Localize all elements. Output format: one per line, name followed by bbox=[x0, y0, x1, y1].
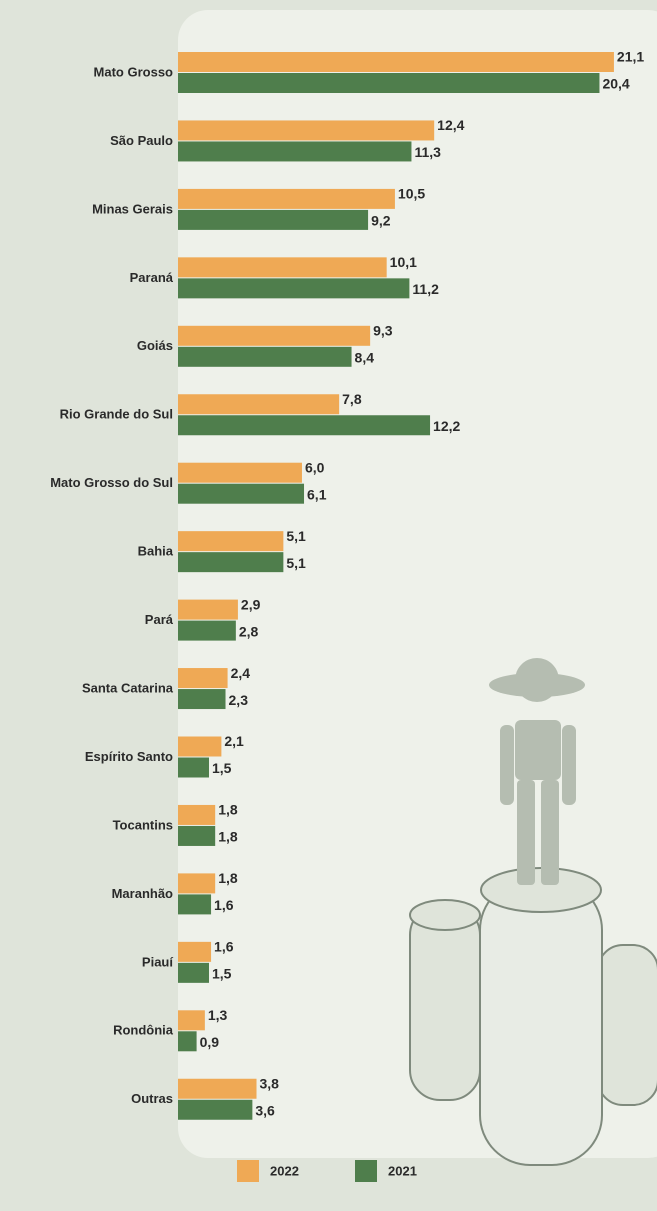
legend-swatch bbox=[237, 1160, 259, 1182]
value-label: 1,5 bbox=[212, 760, 232, 776]
category-label: Mato Grosso bbox=[94, 64, 174, 79]
bar bbox=[178, 894, 211, 914]
category-label: São Paulo bbox=[110, 133, 173, 148]
bar bbox=[178, 737, 221, 757]
value-label: 6,1 bbox=[307, 486, 327, 502]
category-label: Mato Grosso do Sul bbox=[50, 475, 173, 490]
bar bbox=[178, 210, 368, 230]
category-label: Goiás bbox=[137, 338, 173, 353]
value-label: 8,4 bbox=[355, 350, 375, 366]
bar bbox=[178, 120, 434, 140]
bar bbox=[178, 257, 387, 277]
bar bbox=[178, 278, 409, 298]
bar bbox=[178, 942, 211, 962]
value-label: 10,5 bbox=[398, 186, 425, 202]
value-label: 1,3 bbox=[208, 1007, 228, 1023]
category-label: Paraná bbox=[130, 270, 174, 285]
bar bbox=[178, 394, 339, 414]
bar bbox=[178, 826, 215, 846]
bar bbox=[178, 1010, 205, 1030]
bar bbox=[178, 689, 226, 709]
value-label: 9,2 bbox=[371, 213, 391, 229]
category-label: Rondônia bbox=[113, 1023, 174, 1038]
bar bbox=[178, 1079, 257, 1099]
category-label: Espírito Santo bbox=[85, 749, 173, 764]
legend-swatch bbox=[355, 1160, 377, 1182]
bar bbox=[178, 73, 599, 93]
value-label: 1,8 bbox=[218, 829, 238, 845]
bar bbox=[178, 415, 430, 435]
bar bbox=[178, 758, 209, 778]
category-label: Rio Grande do Sul bbox=[60, 407, 173, 422]
value-label: 3,8 bbox=[260, 1075, 280, 1091]
value-label: 7,8 bbox=[342, 391, 362, 407]
bar bbox=[178, 1031, 197, 1051]
bar bbox=[178, 141, 411, 161]
bar bbox=[178, 600, 238, 620]
chart: Mato Grosso 21,1 20,4 São Paulo 12,4 11,3 Mina… bbox=[0, 0, 657, 1211]
category-label: Piauí bbox=[142, 954, 173, 969]
category-label: Maranhão bbox=[112, 886, 173, 901]
value-label: 3,6 bbox=[255, 1102, 275, 1118]
value-label: 9,3 bbox=[373, 323, 393, 339]
category-label: Outras bbox=[131, 1091, 173, 1106]
category-label: Pará bbox=[145, 612, 174, 627]
value-label: 1,5 bbox=[212, 966, 232, 982]
value-label: 12,2 bbox=[433, 418, 460, 434]
category-label: Tocantins bbox=[113, 817, 173, 832]
bar bbox=[178, 347, 352, 367]
bar bbox=[178, 531, 283, 551]
bar bbox=[178, 1100, 252, 1120]
page: {"chart_data": {"type": "bar", "orientat… bbox=[0, 0, 657, 1211]
value-label: 11,2 bbox=[412, 281, 439, 297]
bar bbox=[178, 552, 283, 572]
value-label: 1,8 bbox=[218, 870, 238, 886]
value-label: 11,3 bbox=[414, 144, 441, 160]
category-label: Bahia bbox=[138, 544, 174, 559]
bar bbox=[178, 805, 215, 825]
value-label: 10,1 bbox=[390, 254, 417, 270]
bar bbox=[178, 326, 370, 346]
bar bbox=[178, 52, 614, 72]
value-label: 2,4 bbox=[231, 665, 251, 681]
value-label: 12,4 bbox=[437, 117, 464, 133]
bar bbox=[178, 484, 304, 504]
value-label: 0,9 bbox=[200, 1034, 220, 1050]
value-label: 2,3 bbox=[229, 692, 249, 708]
legend-label: 2022 bbox=[270, 1163, 299, 1178]
value-label: 5,1 bbox=[286, 555, 306, 571]
bar bbox=[178, 873, 215, 893]
value-label: 2,9 bbox=[241, 596, 261, 612]
value-label: 2,1 bbox=[224, 733, 244, 749]
value-label: 1,6 bbox=[214, 939, 234, 955]
value-label: 6,0 bbox=[305, 459, 325, 475]
bar bbox=[178, 189, 395, 209]
bar bbox=[178, 463, 302, 483]
category-label: Santa Catarina bbox=[82, 680, 174, 695]
category-label: Minas Gerais bbox=[92, 201, 173, 216]
value-label: 2,8 bbox=[239, 623, 259, 639]
value-label: 20,4 bbox=[602, 76, 629, 92]
value-label: 21,1 bbox=[617, 49, 644, 65]
bar bbox=[178, 668, 228, 688]
bar bbox=[178, 621, 236, 641]
value-label: 5,1 bbox=[286, 528, 306, 544]
value-label: 1,6 bbox=[214, 897, 234, 913]
value-label: 1,8 bbox=[218, 802, 238, 818]
legend-label: 2021 bbox=[388, 1163, 417, 1178]
bar bbox=[178, 963, 209, 983]
